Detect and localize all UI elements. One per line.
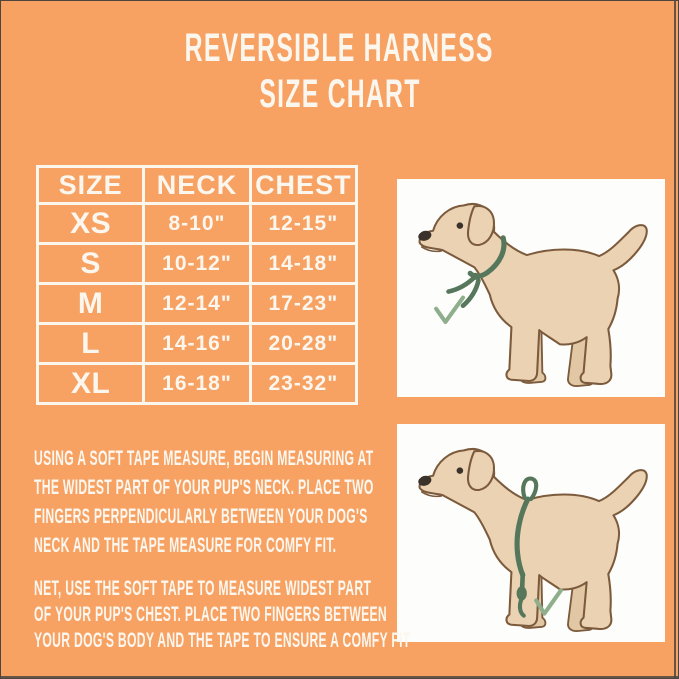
tape-measure-chest	[514, 476, 539, 618]
column-header-neck: NECK	[142, 165, 252, 205]
size-label: XS	[35, 202, 146, 245]
size-chart-table: SIZE NECK CHEST XS 8-10" 12-15" S 10-12"…	[35, 165, 359, 405]
chest-value: 14-18"	[248, 242, 359, 285]
checkmark-icon	[434, 295, 466, 324]
instruction-line: YOUR DOG'S BODY AND THE TAPE TO ENSURE A…	[34, 629, 411, 652]
dog-neck-measure-illustration	[415, 202, 648, 388]
neck-value: 14-16"	[142, 322, 252, 365]
neck-value: 10-12"	[142, 242, 252, 285]
table-row: XS 8-10" 12-15"	[35, 202, 359, 245]
table-row: S 10-12" 14-18"	[35, 242, 359, 285]
chest-value: 12-15"	[248, 202, 359, 245]
chest-value: 20-28"	[248, 322, 359, 365]
bottom-edge-line	[1, 676, 678, 678]
tape-measure-neck	[446, 235, 507, 309]
title-line-1: REVERSIBLE HARNESS	[185, 26, 494, 70]
table-row: XL 16-18" 23-32"	[35, 362, 359, 405]
dog-chest-measure-illustration	[415, 447, 648, 633]
chest-value: 23-32"	[248, 362, 359, 405]
instruction-line: OF YOUR PUP'S CHEST. PLACE TWO FINGERS B…	[34, 603, 388, 626]
title-line-2: SIZE CHART	[258, 72, 421, 116]
chest-instructions: NET, USE THE SOFT TAPE TO MEASURE WIDEST…	[34, 576, 679, 654]
neck-value: 16-18"	[142, 362, 252, 405]
chest-measure-illustration-panel	[397, 424, 665, 642]
right-edge-line	[674, 1, 676, 678]
size-label: XL	[35, 362, 146, 405]
table-row: M 12-14" 17-23"	[35, 282, 359, 325]
chest-value: 17-23"	[248, 282, 359, 325]
instruction-line: NECK AND THE TAPE MEASURE FOR COMFY FIT.	[34, 534, 337, 557]
page-title: REVERSIBLE HARNESS SIZE CHART	[1, 25, 678, 117]
instruction-line: USING A SOFT TAPE MEASURE, BEGIN MEASURI…	[34, 447, 374, 470]
table-header-row: SIZE NECK CHEST	[35, 165, 359, 205]
size-label: L	[35, 322, 146, 365]
neck-value: 12-14"	[142, 282, 252, 325]
column-header-size: SIZE	[35, 165, 146, 205]
instruction-line: THE WIDEST PART OF YOUR PUP'S NECK. PLAC…	[34, 476, 374, 499]
size-label: S	[35, 242, 146, 285]
instruction-line: NET, USE THE SOFT TAPE TO MEASURE WIDEST…	[34, 577, 372, 600]
neck-instructions: USING A SOFT TAPE MEASURE, BEGIN MEASURI…	[34, 444, 620, 560]
checkmark-icon	[534, 588, 563, 616]
neck-value: 8-10"	[142, 202, 252, 245]
instruction-line: FINGERS PERPENDICULARLY BETWEEN YOUR DOG…	[34, 505, 368, 528]
table-row: L 14-16" 20-28"	[35, 322, 359, 365]
column-header-chest: CHEST	[248, 165, 359, 205]
neck-measure-illustration-panel	[397, 179, 665, 397]
size-label: M	[35, 282, 146, 325]
